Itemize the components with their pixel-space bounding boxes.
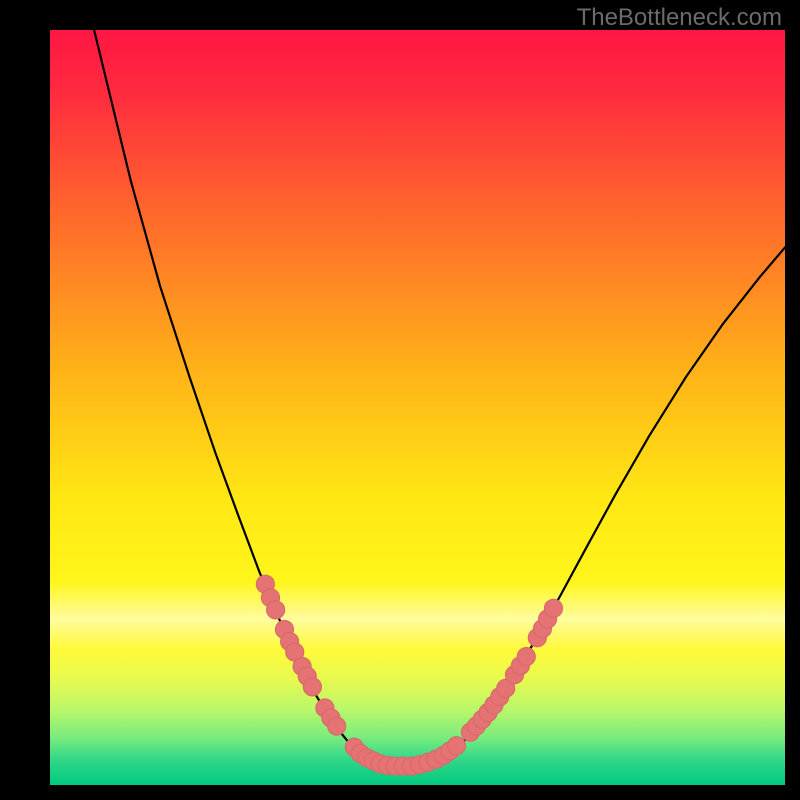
curve-marker xyxy=(447,737,465,755)
curve-marker xyxy=(328,717,346,735)
watermark-text: TheBottleneck.com xyxy=(577,4,782,32)
chart-container: TheBottleneck.com xyxy=(0,0,800,800)
curve-marker xyxy=(517,648,535,666)
curve-marker xyxy=(303,678,321,696)
plot-background xyxy=(50,30,785,785)
curve-marker xyxy=(544,599,562,617)
curve-marker xyxy=(267,601,285,619)
bottleneck-chart xyxy=(0,0,800,800)
